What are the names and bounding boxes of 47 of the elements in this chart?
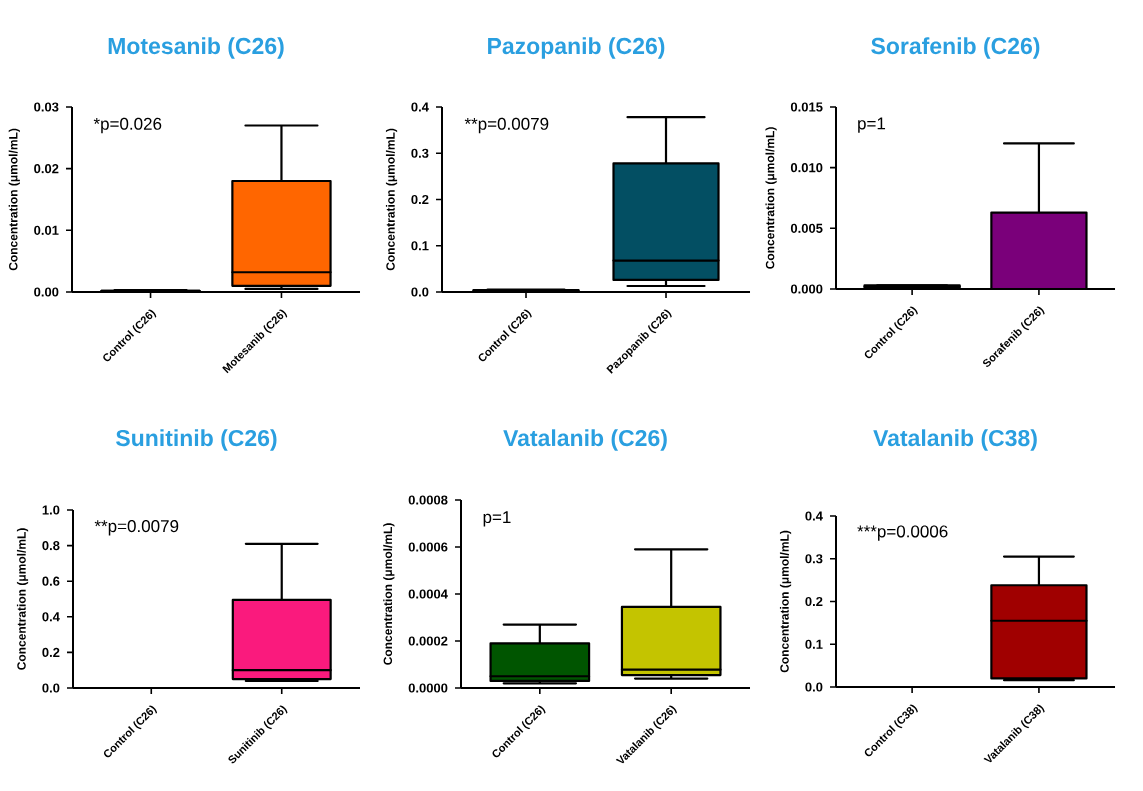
y-axis-title: Concentration (μmol/mL)	[16, 528, 29, 670]
y-tick-label: 0.015	[790, 102, 823, 112]
annotation: ***p=0.0006	[857, 525, 948, 541]
y-tick-label: 0.8	[42, 541, 60, 551]
annotation: p=1	[858, 117, 886, 133]
y-tick-label: 0.0008	[408, 495, 448, 505]
y-tick-label: 0.0006	[408, 542, 448, 552]
chart-title: Sunitinib (C26)	[116, 429, 277, 451]
y-tick-label: 0.0	[42, 683, 60, 693]
y-tick-label: 0.005	[790, 223, 823, 233]
y-tick-label: 0.0	[805, 682, 823, 692]
y-tick-label: 0.00	[34, 287, 59, 297]
y-tick-label: 0.1	[805, 639, 823, 649]
y-axis-title: Concentration (μmol/mL)	[8, 128, 20, 271]
y-tick-label: 0.010	[790, 163, 823, 173]
chart-title: Pazopanib (C26)	[488, 37, 665, 59]
y-tick-label: 0.0002	[408, 636, 448, 646]
annotation: p=1	[483, 511, 511, 527]
y-tick-label: 0.000	[790, 284, 823, 294]
y-tick-label: 0.3	[805, 554, 823, 564]
y-axis-title: Concentration (μmol/mL)	[383, 523, 395, 665]
y-tick-label: 0.0000	[408, 683, 448, 693]
y-tick-label: 0.4	[411, 102, 429, 112]
y-tick-label: 0.03	[34, 102, 59, 112]
y-tick-label: 0.01	[34, 225, 59, 235]
y-tick-label: 1.0	[42, 505, 60, 515]
y-tick-label: 0.2	[42, 647, 60, 657]
y-tick-label: 0.2	[411, 194, 429, 205]
y-tick-label: 0.0004	[408, 589, 448, 599]
y-tick-label: 0.3	[411, 148, 429, 158]
y-tick-label: 0.2	[805, 596, 823, 607]
chart-title: Vatalanib (C26)	[503, 429, 667, 451]
chart-title: Sorafenib (C26)	[871, 37, 1040, 59]
y-tick-label: 0.0	[411, 287, 429, 297]
y-tick-label: 0.6	[42, 576, 60, 586]
annotation: *p=0.026	[93, 117, 162, 134]
chart-title: Motesanib (C26)	[108, 37, 284, 59]
annotation: **p=0.0079	[94, 520, 179, 536]
y-axis-title: Concentration (μmol/mL)	[385, 128, 398, 271]
annotation: **p=0.0079	[464, 117, 549, 134]
y-tick-label: 0.4	[42, 612, 60, 622]
y-tick-label: 0.02	[34, 164, 59, 174]
y-tick-label: 0.4	[805, 511, 823, 521]
chart-title: Vatalanib (C38)	[873, 429, 1037, 451]
y-tick-label: 0.1	[411, 241, 429, 251]
y-axis-title: Concentration (μmol/mL)	[765, 127, 777, 269]
y-axis-title: Concentration (μmol/mL)	[779, 530, 792, 673]
